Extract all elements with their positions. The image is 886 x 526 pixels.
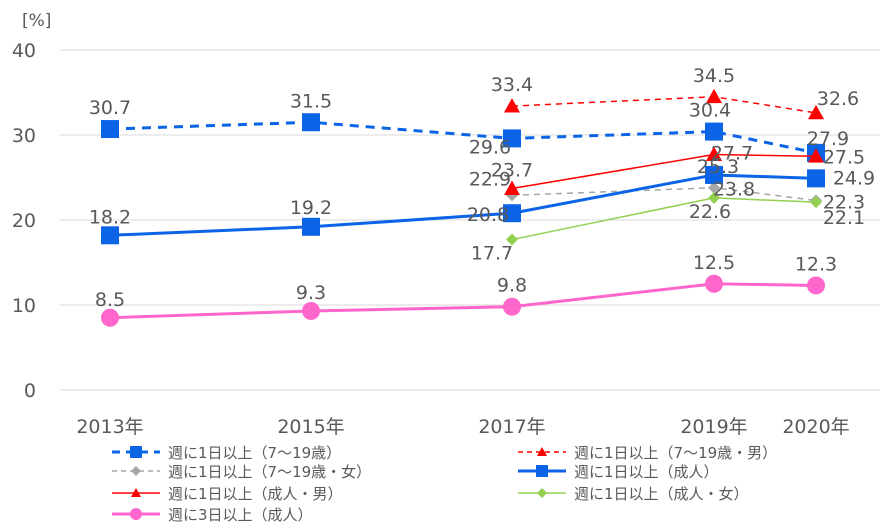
data-point-marker xyxy=(808,104,824,120)
data-label: 22.9 xyxy=(469,168,511,190)
data-point-marker xyxy=(706,88,722,104)
series-line xyxy=(511,186,817,202)
series-group xyxy=(101,165,825,245)
data-label: 27.7 xyxy=(711,143,753,165)
data-point-marker xyxy=(302,301,320,320)
data-point-marker xyxy=(503,297,521,316)
x-tick-label: 2020年 xyxy=(782,416,849,438)
data-label: 32.6 xyxy=(817,88,859,110)
data-point-marker xyxy=(705,122,723,141)
y-tick-label: 30 xyxy=(12,125,36,147)
data-point-marker xyxy=(506,233,518,246)
data-point-marker xyxy=(708,191,720,204)
data-point-marker xyxy=(504,98,520,113)
series-group xyxy=(504,146,824,195)
data-label: 33.4 xyxy=(491,74,533,96)
data-label: 17.7 xyxy=(471,243,513,265)
legend-label: 週に1日以上（7～19歳・男） xyxy=(574,444,777,462)
data-label: 22.1 xyxy=(823,207,865,229)
data-point-marker xyxy=(503,129,521,148)
data-point-marker xyxy=(705,274,723,293)
data-label: 22.6 xyxy=(689,201,731,223)
data-point-marker xyxy=(810,196,822,209)
data-label: 20.8 xyxy=(467,204,509,226)
series-group xyxy=(101,274,825,327)
x-tick-label: 2015年 xyxy=(277,416,344,438)
data-label: 18.2 xyxy=(89,206,131,228)
legend-label: 週に1日以上（7～19歳・女） xyxy=(168,463,371,481)
x-tick-label: 2017年 xyxy=(478,416,545,438)
data-point-marker xyxy=(101,308,119,327)
legend-marker xyxy=(537,447,547,456)
legend-marker xyxy=(131,488,141,497)
legend-marker xyxy=(130,508,142,520)
data-point-marker xyxy=(808,148,824,163)
data-point-marker xyxy=(101,226,119,245)
legend-label: 週に1日以上（7～19歳） xyxy=(168,444,341,462)
data-label: 24.9 xyxy=(833,167,875,189)
x-tick-label: 2013年 xyxy=(76,416,143,438)
data-label: 29.6 xyxy=(469,136,511,158)
data-point-marker xyxy=(101,120,119,139)
legend-marker xyxy=(537,488,547,498)
data-label: 12.5 xyxy=(693,252,735,274)
data-label: 27.5 xyxy=(823,146,865,168)
legend-marker xyxy=(130,446,142,458)
data-label: 27.9 xyxy=(807,128,849,150)
data-point-marker xyxy=(708,181,720,194)
legend-label: 週に1日以上（成人） xyxy=(574,463,719,481)
data-label: 23.8 xyxy=(713,179,755,201)
data-label: 34.5 xyxy=(693,65,735,87)
data-point-marker xyxy=(807,169,825,188)
data-point-marker xyxy=(705,165,723,184)
series-group xyxy=(504,88,824,120)
legend-item: 週に1日以上（成人・男） xyxy=(112,485,343,503)
data-point-marker xyxy=(504,180,520,195)
y-tick-label: 0 xyxy=(24,380,36,402)
data-label: 22.3 xyxy=(823,191,865,213)
data-point-marker xyxy=(302,113,320,132)
x-tick-label: 2019年 xyxy=(680,416,747,438)
data-label: 30.7 xyxy=(89,97,131,119)
data-label: 25.3 xyxy=(697,156,739,178)
data-point-marker xyxy=(503,204,521,223)
series-line xyxy=(511,95,817,114)
data-label: 23.7 xyxy=(491,160,533,182)
data-label: 8.5 xyxy=(95,289,125,311)
series-group xyxy=(506,191,822,246)
data-label: 9.3 xyxy=(296,282,326,304)
data-point-marker xyxy=(706,146,722,161)
y-tick-label: 10 xyxy=(12,295,36,317)
data-label: 31.5 xyxy=(290,90,332,112)
legend-item: 週に1日以上（7～19歳・男） xyxy=(518,444,777,462)
legend-marker xyxy=(131,466,141,476)
legend-marker xyxy=(536,465,548,477)
data-point-marker xyxy=(302,217,320,236)
data-label: 19.2 xyxy=(290,197,332,219)
data-label: 9.8 xyxy=(497,275,527,297)
legend-label: 週に3日以上（成人） xyxy=(168,506,313,524)
legend-label: 週に1日以上（成人・女） xyxy=(574,485,749,503)
data-label: 30.4 xyxy=(689,100,731,122)
legend-item: 週に1日以上（成人） xyxy=(518,463,719,481)
legend-item: 週に1日以上（成人・女） xyxy=(518,485,749,503)
data-point-marker xyxy=(807,276,825,295)
legend-item: 週に1日以上（7～19歳） xyxy=(112,444,341,462)
legend-item: 週に1日以上（7～19歳・女） xyxy=(112,463,371,481)
legend-label: 週に1日以上（成人・男） xyxy=(168,485,343,503)
y-tick-label: 20 xyxy=(12,210,36,232)
y-unit-label: [%] xyxy=(22,11,51,31)
data-label: 12.3 xyxy=(795,253,837,275)
y-tick-label: 40 xyxy=(12,40,36,62)
legend-item: 週に3日以上（成人） xyxy=(112,506,313,524)
